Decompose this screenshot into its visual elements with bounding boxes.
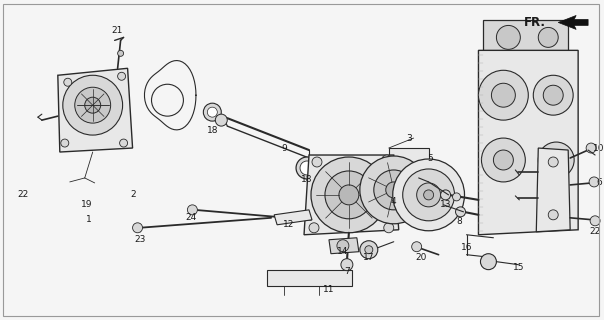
Circle shape: [118, 72, 126, 80]
Circle shape: [586, 143, 596, 153]
Polygon shape: [558, 15, 588, 29]
Text: 7: 7: [344, 267, 350, 276]
Text: 12: 12: [283, 220, 295, 229]
Circle shape: [393, 159, 464, 231]
Bar: [483, 20, 568, 55]
Circle shape: [452, 193, 460, 201]
Circle shape: [590, 216, 600, 226]
Circle shape: [493, 150, 513, 170]
Circle shape: [337, 240, 349, 252]
Text: 8: 8: [457, 217, 463, 226]
Circle shape: [496, 25, 520, 49]
Text: 16: 16: [461, 243, 472, 252]
Text: 10: 10: [593, 144, 604, 153]
Circle shape: [478, 70, 528, 120]
Circle shape: [132, 223, 143, 233]
Circle shape: [360, 241, 378, 259]
Circle shape: [440, 190, 451, 200]
Polygon shape: [304, 155, 399, 235]
Text: 18: 18: [207, 125, 218, 135]
Circle shape: [300, 161, 314, 175]
Polygon shape: [274, 210, 312, 225]
Circle shape: [386, 182, 402, 198]
Circle shape: [63, 75, 123, 135]
Circle shape: [215, 114, 227, 126]
Text: 21: 21: [111, 26, 123, 35]
Circle shape: [417, 183, 440, 207]
Text: 9: 9: [281, 144, 287, 153]
Circle shape: [480, 254, 496, 270]
Circle shape: [481, 138, 525, 182]
Text: 2: 2: [130, 190, 137, 199]
Circle shape: [548, 157, 558, 167]
Circle shape: [533, 75, 573, 115]
Circle shape: [207, 107, 217, 117]
Circle shape: [204, 103, 221, 121]
Polygon shape: [536, 148, 570, 232]
Circle shape: [118, 50, 124, 56]
Circle shape: [412, 242, 422, 252]
Circle shape: [64, 78, 72, 86]
Text: 18: 18: [301, 175, 313, 184]
Circle shape: [61, 139, 69, 147]
Circle shape: [384, 223, 394, 233]
Text: 14: 14: [337, 247, 349, 256]
Circle shape: [374, 170, 414, 210]
Circle shape: [325, 171, 373, 219]
Text: 11: 11: [323, 285, 335, 294]
Text: 22: 22: [18, 190, 28, 199]
Circle shape: [339, 185, 359, 205]
Circle shape: [85, 97, 101, 113]
Circle shape: [365, 246, 373, 254]
Circle shape: [538, 142, 574, 178]
Text: 20: 20: [415, 253, 426, 262]
Circle shape: [311, 157, 387, 233]
Circle shape: [455, 207, 466, 217]
Bar: [267, 270, 352, 285]
Text: FR.: FR.: [524, 16, 546, 29]
Circle shape: [187, 205, 198, 215]
Text: 17: 17: [363, 253, 374, 262]
Text: 22: 22: [590, 227, 601, 236]
Circle shape: [309, 223, 319, 233]
Text: 3: 3: [406, 133, 411, 143]
Circle shape: [548, 152, 564, 168]
Circle shape: [382, 155, 392, 165]
Circle shape: [543, 85, 563, 105]
Text: 4: 4: [391, 197, 397, 206]
Circle shape: [296, 157, 318, 179]
Text: 5: 5: [428, 154, 434, 163]
Circle shape: [120, 139, 127, 147]
Polygon shape: [478, 50, 578, 235]
Bar: [389, 148, 429, 198]
Text: 1: 1: [86, 215, 92, 224]
Circle shape: [548, 210, 558, 220]
Polygon shape: [329, 238, 359, 254]
Circle shape: [589, 177, 599, 187]
Text: 19: 19: [81, 200, 92, 209]
Circle shape: [538, 28, 558, 47]
Text: 23: 23: [134, 235, 145, 244]
Circle shape: [492, 83, 515, 107]
Text: 6: 6: [596, 179, 602, 188]
Circle shape: [341, 259, 353, 271]
Text: 15: 15: [513, 263, 524, 272]
Circle shape: [423, 190, 434, 200]
Circle shape: [403, 169, 455, 221]
Text: 24: 24: [186, 213, 197, 222]
Polygon shape: [58, 68, 132, 152]
Circle shape: [360, 156, 428, 224]
Circle shape: [75, 87, 111, 123]
Circle shape: [312, 157, 322, 167]
Text: 13: 13: [440, 200, 451, 209]
